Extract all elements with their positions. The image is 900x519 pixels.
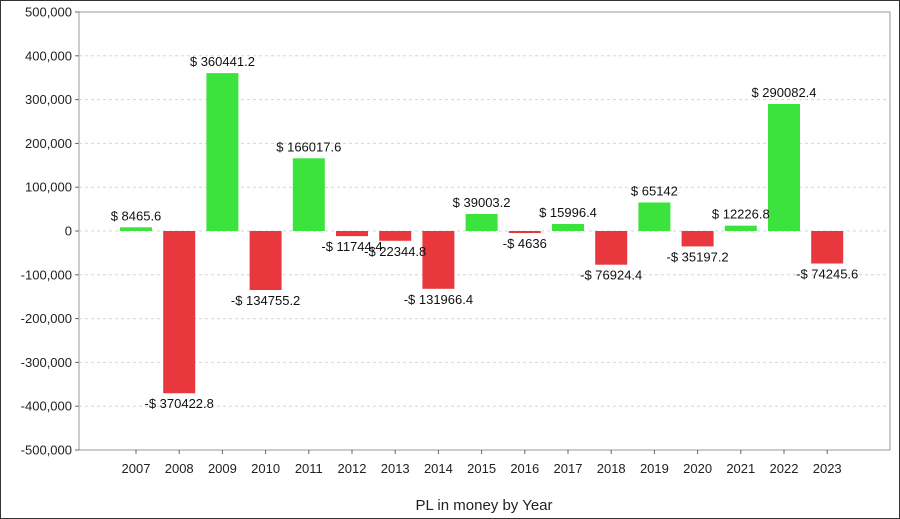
x-tick-label-2017: 2017 (554, 461, 583, 476)
y-tick-label: 300,000 (25, 92, 72, 107)
bars (120, 73, 844, 394)
bar-2015 (465, 213, 498, 231)
bar-2019 (638, 202, 671, 231)
x-tick-label-2008: 2008 (165, 461, 194, 476)
data-label-2021: $ 12226.8 (712, 207, 770, 222)
data-label-2023: -$ 74245.6 (796, 267, 858, 282)
y-tick-label: 100,000 (25, 180, 72, 195)
bar-2020 (681, 231, 714, 247)
data-label-2016: -$ 4636 (503, 236, 547, 251)
bar-2023 (811, 231, 844, 264)
x-tick-label-2011: 2011 (295, 461, 323, 476)
bar-2012 (336, 231, 368, 237)
data-label-2015: $ 39003.2 (453, 195, 511, 210)
y-tick-label: 200,000 (25, 136, 72, 151)
x-tick-label-2009: 2009 (208, 461, 237, 476)
bar-2011 (292, 158, 325, 231)
x-tick-label-2010: 2010 (251, 461, 280, 476)
data-labels: $ 8465.6 -$ 370422.8 $ 360441.2 -$ 134755.2… (111, 54, 859, 411)
data-label-2007: $ 8465.6 (111, 208, 162, 223)
bar-2008 (163, 231, 196, 394)
x-tick-label-2020: 2020 (683, 461, 712, 476)
y-tick-label: -400,000 (21, 399, 72, 414)
data-label-2020: -$ 35197.2 (667, 249, 729, 264)
y-axis-ticks: 500,000 400,000 300,000 200,000 100,000 0 -100… (21, 5, 79, 458)
data-label-2019: $ 65142 (631, 183, 678, 198)
data-label-2013: -$ 22344.8 (364, 244, 426, 259)
bar-2013 (379, 231, 412, 241)
y-tick-label: -100,000 (21, 267, 72, 282)
x-tick-label-2016: 2016 (510, 461, 539, 476)
bar-2017 (552, 223, 584, 231)
x-tick-label-2015: 2015 (467, 461, 496, 476)
bar-2010 (249, 231, 282, 291)
data-label-2009: $ 360441.2 (190, 54, 255, 69)
y-tick-label: 500,000 (25, 5, 72, 20)
bar-2018 (595, 231, 628, 265)
bar-2014 (422, 231, 455, 289)
data-label-2011: $ 166017.6 (276, 139, 341, 154)
x-tick-label-2021: 2021 (726, 461, 755, 476)
data-label-2014: -$ 131966.4 (404, 292, 473, 307)
data-label-2022: $ 290082.4 (751, 85, 816, 100)
bar-2022 (768, 103, 800, 231)
x-tick-label-2014: 2014 (424, 461, 453, 476)
bar-2007 (120, 227, 152, 231)
x-tick-label-2007: 2007 (122, 461, 151, 476)
x-tick-label-2012: 2012 (338, 461, 367, 476)
x-axis-ticks: 2007 2008 2009 2010 2011 2012 2013 2014 2015 2016… (122, 450, 842, 476)
x-tick-label-2018: 2018 (597, 461, 626, 476)
data-label-2018: -$ 76924.4 (580, 268, 642, 283)
bar-2016 (508, 231, 541, 234)
data-label-2008: -$ 370422.8 (144, 396, 213, 411)
y-tick-label: -200,000 (21, 311, 72, 326)
x-tick-label-2013: 2013 (381, 461, 410, 476)
data-label-2017: $ 15996.4 (539, 205, 597, 220)
x-tick-label-2019: 2019 (640, 461, 669, 476)
bar-2009 (206, 73, 239, 231)
bar-2021 (724, 225, 757, 231)
data-label-2010: -$ 134755.2 (231, 293, 300, 308)
x-tick-label-2023: 2023 (813, 461, 842, 476)
x-tick-label-2022: 2022 (770, 461, 799, 476)
y-tick-label: 400,000 (25, 48, 72, 63)
y-tick-label: -300,000 (21, 355, 72, 370)
y-tick-label: -500,000 (21, 443, 72, 458)
data-label-2012: -$ 11744.4 (321, 239, 382, 254)
x-axis-title: PL in money by Year (415, 497, 552, 514)
y-tick-label: 0 (65, 224, 72, 239)
